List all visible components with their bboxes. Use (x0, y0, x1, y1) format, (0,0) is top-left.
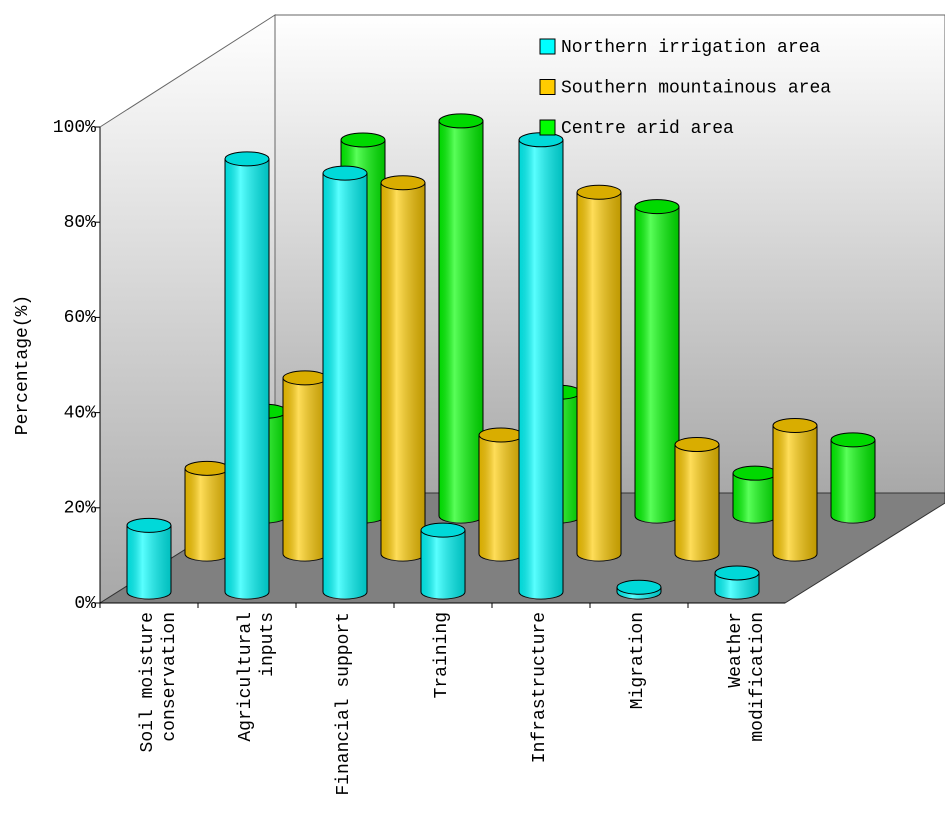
legend-label: Northern irrigation area (561, 38, 820, 58)
legend-label: Centre arid area (561, 119, 734, 139)
x-tick-label: Training (432, 612, 452, 699)
bar-shade (635, 206, 679, 523)
bar-shade (733, 473, 777, 523)
bar-shade (381, 182, 425, 561)
bar-top (478, 427, 524, 443)
bar-shade (577, 192, 621, 562)
bar-top (126, 517, 172, 533)
bar-top (634, 199, 680, 215)
bar-top (732, 465, 778, 481)
bar-top (340, 132, 386, 148)
y-tick-label: 100% (53, 118, 96, 138)
bar-shade (421, 530, 465, 599)
bar-shade (283, 377, 327, 561)
y-tick-label: 20% (64, 499, 97, 519)
bar-shade (773, 425, 817, 561)
y-axis-label: Percentage(%) (13, 295, 33, 435)
legend-swatch (539, 79, 556, 95)
x-tick-label: Soil moisture conservation (138, 612, 180, 753)
legend-label: Southern mountainous area (561, 78, 831, 98)
bar-top (184, 460, 230, 476)
bar-shade (831, 439, 875, 523)
bar-top (714, 565, 760, 581)
legend-swatch (539, 38, 556, 55)
bar-shade (127, 525, 171, 599)
bar-shade (225, 158, 269, 599)
bar-top (380, 175, 426, 191)
bar-shade (479, 435, 523, 561)
bar-top (420, 522, 466, 538)
bar-shade (439, 120, 483, 524)
x-tick-label: Infrastructure (530, 612, 550, 764)
chart: Percentage(%) 0% 20% 40% 60% 80% 100% Northern… (13, 14, 945, 614)
bar-top (830, 432, 876, 448)
y-tick-label: 40% (64, 403, 97, 423)
x-tick-label: Financial support (334, 612, 354, 796)
bar-shade (675, 444, 719, 561)
bar-top (224, 151, 270, 167)
x-tick-label: Weather modification (726, 612, 768, 742)
bar-shade (323, 173, 367, 599)
y-tick-label: 80% (64, 213, 97, 233)
x-tick-label: Migration (628, 612, 648, 710)
legend-swatch (539, 119, 556, 136)
bar-top (438, 113, 484, 129)
page: {"chart_data": {"type": "bar3d", "y_labe… (12, 14, 945, 796)
bar-top (772, 417, 818, 433)
x-tick-label: Agricultural inputs (236, 612, 278, 742)
bar-shade (519, 139, 563, 600)
bar-shade (185, 468, 229, 561)
y-tick-label: 60% (64, 308, 97, 328)
bar-top (576, 184, 622, 200)
bar-top (616, 579, 662, 595)
y-tick-label: 0% (74, 594, 96, 614)
bar-top (282, 370, 328, 386)
bar-top (322, 165, 368, 181)
bar-top (674, 437, 720, 453)
